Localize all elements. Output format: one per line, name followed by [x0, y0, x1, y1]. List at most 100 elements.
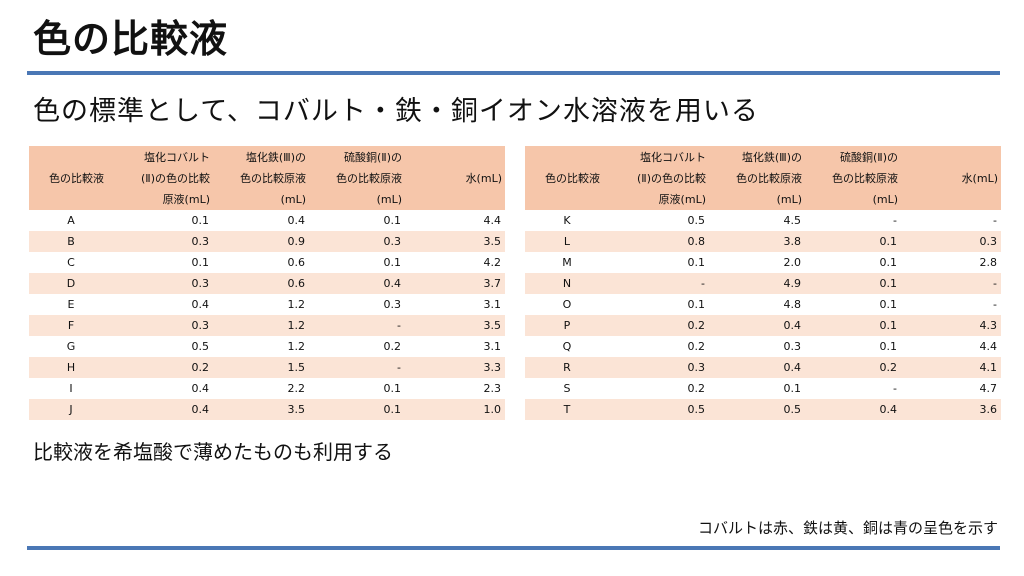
table-row: H 0.2 1.5-3.3 — [29, 357, 505, 378]
cell-iron: 3.8 — [709, 231, 805, 252]
top-rule — [27, 71, 1000, 75]
cell-cobalt: 0.8 — [609, 231, 709, 252]
table-row: R 0.3 0.4 0.2 4.1 — [525, 357, 1001, 378]
cell-sample: O — [525, 294, 609, 315]
table-row: B 0.3 0.9 0.3 3.5 — [29, 231, 505, 252]
cell-iron: 0.4 — [709, 315, 805, 336]
cell-copper: - — [309, 357, 405, 378]
page-title: 色の比較液 — [33, 17, 229, 61]
cell-water: 0.3 — [901, 231, 1001, 252]
cell-cobalt: 0.3 — [113, 273, 213, 294]
cell-sample: A — [29, 210, 113, 231]
cell-water: 4.3 — [901, 315, 1001, 336]
table-row: C 0.1 0.6 0.1 4.2 — [29, 252, 505, 273]
cell-copper: 0.3 — [309, 231, 405, 252]
cell-sample: B — [29, 231, 113, 252]
cell-iron: 0.1 — [709, 378, 805, 399]
cell-iron: 1.5 — [213, 357, 309, 378]
cell-copper: - — [805, 210, 901, 231]
cell-water: 4.1 — [901, 357, 1001, 378]
table-row: P 0.2 0.4 0.1 4.3 — [525, 315, 1001, 336]
cell-cobalt: 0.2 — [609, 336, 709, 357]
cell-iron: 1.2 — [213, 336, 309, 357]
header-sample: 色の比較液 — [29, 146, 113, 210]
cell-sample: N — [525, 273, 609, 294]
cell-water: - — [901, 294, 1001, 315]
cell-sample: S — [525, 378, 609, 399]
cell-cobalt: 0.1 — [113, 252, 213, 273]
table-row: L 0.8 3.8 0.1 0.3 — [525, 231, 1001, 252]
table-body: A 0.1 0.4 0.1 4.4 B 0.3 0.9 0.3 3.5 C 0.1 0.6 0.1 4.2 D… — [29, 210, 505, 420]
cell-water: 3.5 — [405, 315, 505, 336]
cell-sample: R — [525, 357, 609, 378]
header-copper: 硫酸銅(Ⅱ)の 色の比較原液 (mL) — [805, 146, 901, 210]
table-row: O 0.1 4.8 0.1- — [525, 294, 1001, 315]
cell-copper: 0.4 — [309, 273, 405, 294]
cell-copper: 0.1 — [805, 252, 901, 273]
cell-cobalt: 0.3 — [113, 315, 213, 336]
table-row: I 0.4 2.2 0.1 2.3 — [29, 378, 505, 399]
cell-iron: 0.4 — [213, 210, 309, 231]
header-water: 水(mL) — [405, 146, 505, 210]
table-row: Q 0.2 0.3 0.1 4.4 — [525, 336, 1001, 357]
cell-cobalt: - — [609, 273, 709, 294]
ratio-table-left: 色の比較液 塩化コバルト (Ⅱ)の色の比較 原液(mL) 塩化鉄(Ⅲ)の 色の比較原液… — [29, 146, 505, 420]
cell-cobalt: 0.3 — [609, 357, 709, 378]
cell-copper: 0.1 — [309, 399, 405, 420]
table-row: A 0.1 0.4 0.1 4.4 — [29, 210, 505, 231]
cell-cobalt: 0.1 — [609, 294, 709, 315]
cell-copper: 0.1 — [805, 315, 901, 336]
cell-copper: 0.1 — [309, 378, 405, 399]
cell-sample: P — [525, 315, 609, 336]
cell-cobalt: 0.5 — [609, 399, 709, 420]
cell-iron: 1.2 — [213, 315, 309, 336]
cell-iron: 2.2 — [213, 378, 309, 399]
cell-water: 3.7 — [405, 273, 505, 294]
cell-cobalt: 0.4 — [113, 294, 213, 315]
cell-sample: J — [29, 399, 113, 420]
cell-water: 1.0 — [405, 399, 505, 420]
table-header-row: 色の比較液 塩化コバルト (Ⅱ)の色の比較 原液(mL) 塩化鉄(Ⅲ)の 色の比較原液… — [29, 146, 505, 210]
cell-sample: C — [29, 252, 113, 273]
table-header-row: 色の比較液 塩化コバルト (Ⅱ)の色の比較 原液(mL) 塩化鉄(Ⅲ)の 色の比較原液… — [525, 146, 1001, 210]
table-row: N -4.9 0.1- — [525, 273, 1001, 294]
cell-iron: 3.5 — [213, 399, 309, 420]
cell-iron: 0.3 — [709, 336, 805, 357]
cell-water: 3.3 — [405, 357, 505, 378]
table-row: F 0.3 1.2-3.5 — [29, 315, 505, 336]
header-cobalt: 塩化コバルト (Ⅱ)の色の比較 原液(mL) — [113, 146, 213, 210]
cell-iron: 4.9 — [709, 273, 805, 294]
cell-water: 4.7 — [901, 378, 1001, 399]
cell-cobalt: 0.5 — [113, 336, 213, 357]
cell-water: - — [901, 210, 1001, 231]
cell-water: - — [901, 273, 1001, 294]
table-row: K 0.5 4.5- - — [525, 210, 1001, 231]
cell-copper: 0.1 — [805, 294, 901, 315]
cell-water: 4.4 — [405, 210, 505, 231]
cell-sample: K — [525, 210, 609, 231]
header-sample: 色の比較液 — [525, 146, 609, 210]
cell-cobalt: 0.4 — [113, 399, 213, 420]
table-row: M 0.1 2.0 0.1 2.8 — [525, 252, 1001, 273]
cell-iron: 0.6 — [213, 252, 309, 273]
cell-copper: 0.2 — [805, 357, 901, 378]
cell-iron: 4.8 — [709, 294, 805, 315]
cell-cobalt: 0.2 — [609, 315, 709, 336]
table-row: T 0.5 0.5 0.4 3.6 — [525, 399, 1001, 420]
cell-copper: 0.1 — [805, 231, 901, 252]
table-row: D 0.3 0.6 0.4 3.7 — [29, 273, 505, 294]
cell-water: 3.6 — [901, 399, 1001, 420]
cell-sample: L — [525, 231, 609, 252]
cell-sample: G — [29, 336, 113, 357]
cell-copper: 0.3 — [309, 294, 405, 315]
ratio-table-right: 色の比較液 塩化コバルト (Ⅱ)の色の比較 原液(mL) 塩化鉄(Ⅲ)の 色の比較原液… — [525, 146, 1001, 420]
cell-cobalt: 0.2 — [113, 357, 213, 378]
cell-cobalt: 0.1 — [113, 210, 213, 231]
cell-cobalt: 0.1 — [609, 252, 709, 273]
cell-water: 3.1 — [405, 294, 505, 315]
cell-cobalt: 0.3 — [113, 231, 213, 252]
cell-copper: 0.4 — [805, 399, 901, 420]
cell-water: 4.2 — [405, 252, 505, 273]
cell-sample: T — [525, 399, 609, 420]
header-water: 水(mL) — [901, 146, 1001, 210]
